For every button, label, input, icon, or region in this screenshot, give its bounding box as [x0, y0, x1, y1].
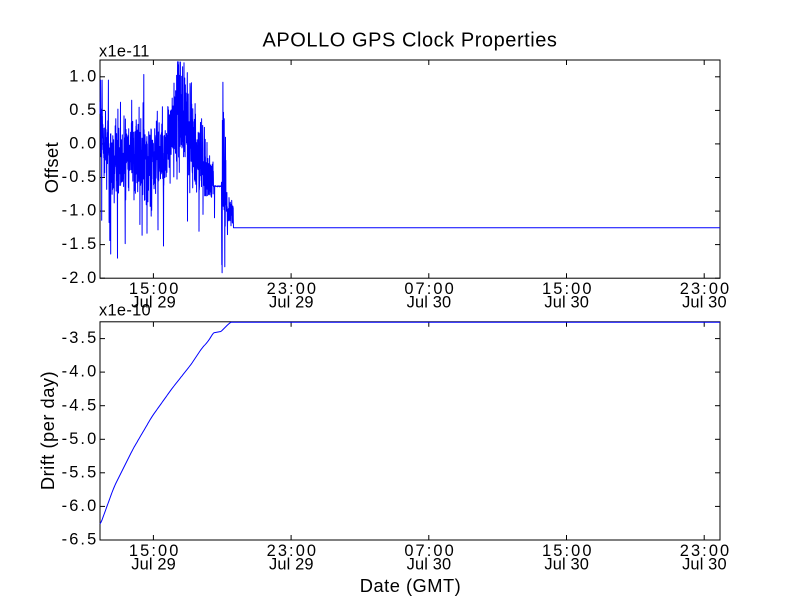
- svg-text:15:00: 15:00: [542, 280, 594, 298]
- svg-text:07:00: 07:00: [404, 280, 456, 298]
- svg-text:23:00: 23:00: [267, 542, 319, 560]
- svg-text:Jul 30: Jul 30: [407, 556, 452, 574]
- svg-text:1.0: 1.0: [69, 67, 98, 85]
- svg-text:Offset: Offset: [41, 142, 62, 193]
- svg-text:APOLLO GPS Clock Properties: APOLLO GPS Clock Properties: [263, 30, 558, 52]
- svg-text:Jul 30: Jul 30: [682, 294, 727, 312]
- svg-text:-2.0: -2.0: [62, 269, 99, 287]
- svg-text:Date (GMT): Date (GMT): [360, 575, 462, 596]
- svg-text:07:00: 07:00: [404, 542, 456, 560]
- svg-text:15:00: 15:00: [542, 542, 594, 560]
- svg-text:Jul 29: Jul 29: [269, 556, 314, 574]
- svg-text:-0.5: -0.5: [62, 168, 99, 186]
- svg-text:-3.5: -3.5: [62, 329, 99, 347]
- svg-text:23:00: 23:00: [680, 542, 732, 560]
- svg-text:23:00: 23:00: [680, 280, 732, 298]
- svg-text:Jul 30: Jul 30: [407, 294, 452, 312]
- svg-text:0.0: 0.0: [69, 135, 98, 153]
- svg-text:-4.5: -4.5: [62, 396, 99, 414]
- svg-text:Drift (per day): Drift (per day): [37, 371, 58, 490]
- svg-text:x1e-11: x1e-11: [99, 43, 150, 61]
- svg-text:-6.5: -6.5: [62, 531, 99, 549]
- svg-text:15:00: 15:00: [129, 542, 181, 560]
- svg-text:15:00: 15:00: [129, 280, 181, 298]
- svg-text:Jul 29: Jul 29: [269, 294, 314, 312]
- svg-text:Jul 29: Jul 29: [131, 556, 176, 574]
- svg-text:Jul 30: Jul 30: [544, 294, 589, 312]
- svg-text:0.5: 0.5: [69, 101, 98, 119]
- svg-text:23:00: 23:00: [267, 280, 319, 298]
- svg-text:Jul 29: Jul 29: [131, 294, 176, 312]
- svg-text:Jul 30: Jul 30: [544, 556, 589, 574]
- svg-text:-5.0: -5.0: [62, 430, 99, 448]
- svg-text:-4.0: -4.0: [62, 363, 99, 381]
- svg-text:-6.0: -6.0: [62, 497, 99, 515]
- svg-text:x1e-10: x1e-10: [99, 301, 151, 319]
- svg-text:-5.5: -5.5: [62, 463, 99, 481]
- svg-text:-1.5: -1.5: [62, 235, 99, 253]
- svg-text:Jul 30: Jul 30: [682, 556, 727, 574]
- svg-text:-1.0: -1.0: [62, 202, 99, 220]
